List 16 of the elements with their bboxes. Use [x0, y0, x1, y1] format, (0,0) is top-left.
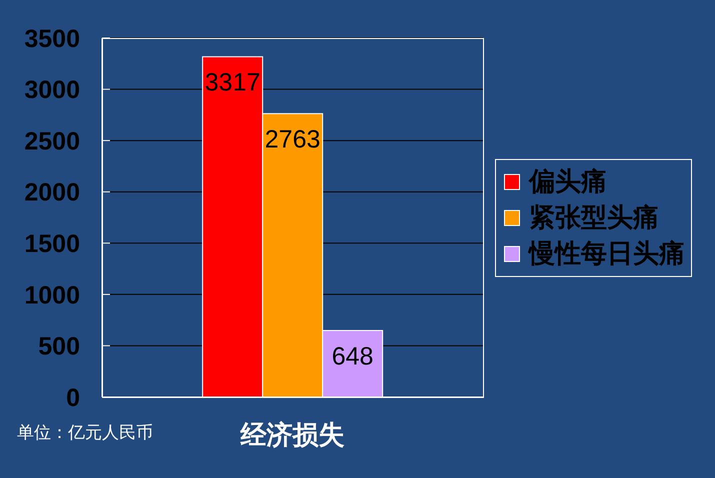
y-tick-label: 2000 [24, 178, 80, 207]
legend-label: 慢性每日头痛 [529, 237, 685, 270]
legend-label: 紧张型头痛 [529, 201, 659, 234]
x-tick-label: 经济损失 [240, 419, 344, 450]
y-tick-label: 1500 [24, 230, 80, 258]
data-label: 3317 [204, 68, 260, 97]
y-tick-label: 1000 [24, 281, 80, 310]
y-tick-label: 500 [38, 332, 80, 361]
text: 单位：亿元人民币 [17, 422, 153, 444]
y-tick-label: 0 [66, 384, 80, 412]
data-label: 648 [332, 342, 374, 370]
y-tick-label: 3000 [24, 76, 80, 104]
y-tick-label: 3500 [24, 24, 80, 53]
data-label: 2763 [264, 125, 320, 154]
y-tick-label: 2500 [24, 127, 80, 156]
legend-label: 偏头痛 [529, 165, 607, 198]
